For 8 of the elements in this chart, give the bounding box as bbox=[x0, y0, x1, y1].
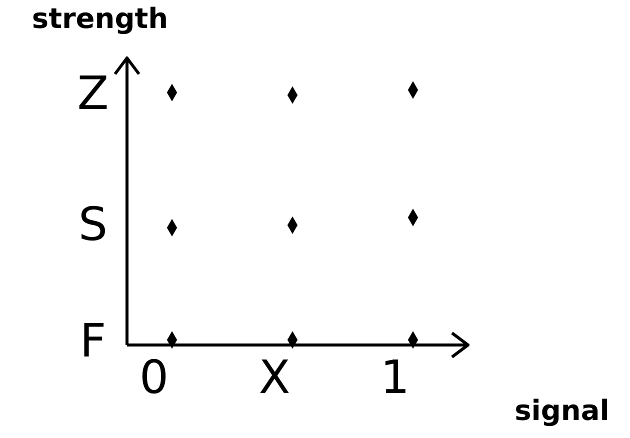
x-axis-title: signal bbox=[514, 394, 610, 427]
y-axis-title: strength bbox=[32, 2, 168, 35]
x-tick-label: X bbox=[258, 350, 290, 404]
text: Z bbox=[77, 66, 109, 120]
x-tick-label: 1 bbox=[380, 350, 410, 404]
x-tick-label: 0 bbox=[139, 350, 169, 404]
text: S bbox=[78, 197, 108, 252]
text: F bbox=[80, 313, 106, 368]
